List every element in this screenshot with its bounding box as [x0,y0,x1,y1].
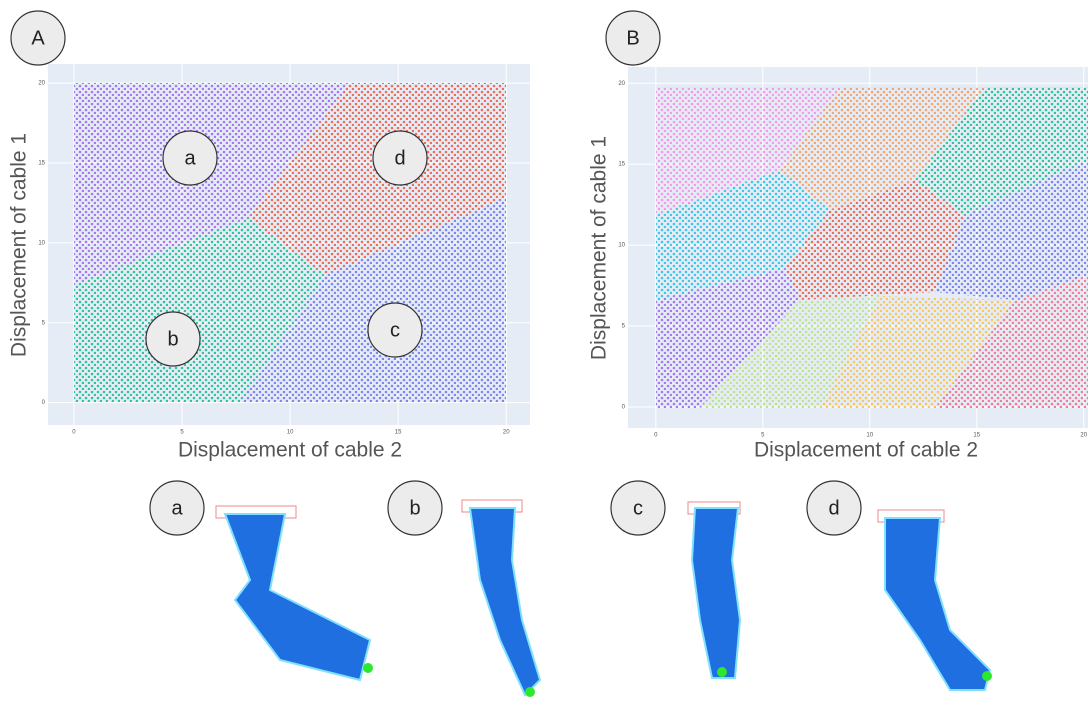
cluster-region [915,87,1088,215]
chart-a: 0 5 10 15 20 0 5 10 15 20 A Displacement of cable… [8,10,530,462]
x-tick-label: 20 [503,430,510,436]
y-tick-label: 20 [38,81,45,87]
x-tick-label: 0 [654,433,658,439]
clusters [74,83,506,402]
robot-body [884,517,992,691]
cluster-region [240,198,506,402]
clusters [656,87,1088,408]
robot-tip [525,687,535,697]
robot-renders: a b c d [149,480,992,697]
annotation-badge [162,130,218,186]
y-tick-label: 15 [38,161,45,167]
y-tick-label: 5 [622,324,626,330]
robot-label: d [828,497,839,519]
x-tick-label: 20 [1080,433,1087,439]
y-axis-label: Displacement of cable 1 [588,136,611,360]
x-axis-label: Displacement of cable 2 [754,439,978,462]
y-tick-label: 0 [42,400,46,406]
annotation: d [394,147,405,169]
ticks: 0 5 10 15 20 0 5 10 15 20 [618,81,1087,439]
cluster-region [248,83,506,275]
robot-body [468,507,542,697]
x-tick-label: 15 [395,430,402,436]
panel-label: A [31,27,45,49]
x-tick-label: 5 [180,430,184,436]
cluster-region [656,268,800,408]
panel-label: B [626,27,639,49]
cluster-region [74,83,350,285]
chart-b: 0 5 10 15 20 0 5 10 15 20 B Displacement of cable… [588,10,1088,462]
robot-body [690,507,742,679]
annotation-badge [145,311,201,367]
panel-badge [605,10,661,66]
robot-tip [982,671,992,681]
robot-badge [806,480,862,536]
annotation-badge [367,302,423,358]
y-tick-label: 20 [618,81,625,87]
cluster-region [656,87,840,215]
y-tick-label: 0 [622,405,626,411]
robot-body [223,513,372,682]
ticks: 0 5 10 15 20 0 5 10 15 20 [38,81,510,436]
x-tick-label: 10 [287,430,294,436]
robot-badge [149,480,205,536]
x-axis-label: Displacement of cable 2 [178,439,402,462]
annotation: b [167,328,178,350]
robot-badge [387,480,443,536]
robot-label: c [633,497,643,519]
cluster-region [935,275,1088,408]
y-tick-label: 10 [618,243,625,249]
y-axis-label: Displacement of cable 1 [8,133,31,357]
x-tick-label: 5 [761,433,765,439]
cluster-region [74,218,325,402]
x-tick-label: 15 [973,433,980,439]
cluster-region [820,296,1015,408]
y-tick-label: 10 [38,240,45,246]
cluster-region [780,87,985,210]
robot-label: b [409,497,420,519]
x-tick-label: 10 [866,433,873,439]
robot-tip [717,667,727,677]
y-tick-label: 15 [618,162,625,168]
panel-badge [10,10,66,66]
cluster-region [785,180,965,300]
robot-label: a [171,497,183,519]
cluster-region [935,160,1088,300]
annotation-badge [372,130,428,186]
x-tick-label: 0 [72,430,76,436]
cluster-region [656,170,830,300]
y-tick-label: 5 [42,320,46,326]
robot-tip [363,663,373,673]
robot-badge [610,480,666,536]
annotation: c [390,319,400,341]
annotation: a [184,147,196,169]
